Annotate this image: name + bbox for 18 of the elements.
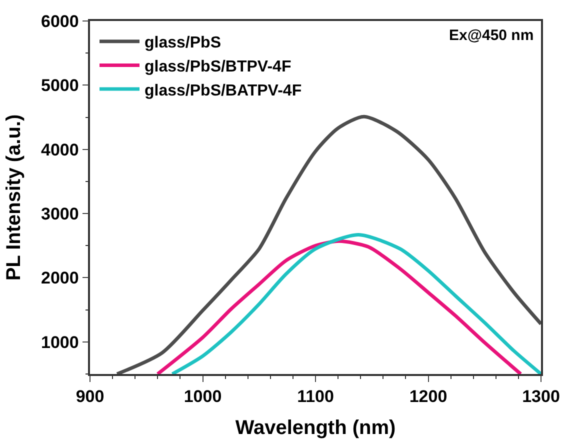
x-tick-label: 1300 bbox=[522, 387, 560, 406]
y-tick-label: 4000 bbox=[41, 140, 79, 160]
y-tick-label: 1000 bbox=[41, 332, 79, 352]
x-tick-label: 1200 bbox=[409, 387, 448, 406]
y-tick-label: 2000 bbox=[41, 268, 79, 288]
y-tick-label: 6000 bbox=[41, 12, 79, 31]
y-tick-label: 3000 bbox=[41, 204, 79, 224]
x-tick-label: 900 bbox=[76, 387, 104, 406]
annotation: Ex@450 nm bbox=[449, 27, 534, 44]
legend-label: glass/PbS bbox=[144, 34, 222, 52]
y-tick-label: 5000 bbox=[41, 76, 79, 96]
x-tick-label: 1000 bbox=[184, 387, 222, 406]
x-axis-title: Wavelength (nm) bbox=[235, 417, 396, 440]
x-tick-label: 1100 bbox=[297, 387, 334, 406]
legend-label: glass/PbS/BATPV-4F bbox=[144, 82, 302, 100]
y-axis-title: PL Intensity (a.u.) bbox=[3, 114, 26, 281]
legend-label: glass/PbS/BTPV-4F bbox=[144, 58, 292, 76]
line-series bbox=[115, 114, 541, 374]
